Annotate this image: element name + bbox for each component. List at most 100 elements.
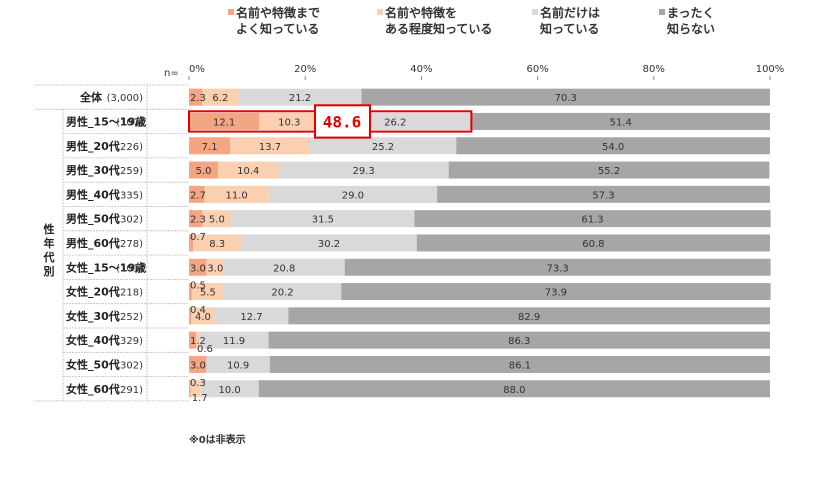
bar-segment (204, 185, 269, 203)
bar-segment (191, 283, 224, 301)
bar-segment (278, 161, 449, 179)
value-label: 26.2 (384, 117, 406, 128)
legend-label: 知らない (666, 21, 715, 36)
bar-segment (268, 185, 438, 203)
value-label: 1.2 (190, 336, 206, 347)
value-label: 51.4 (610, 117, 632, 128)
row-n: (291) (116, 385, 143, 396)
bar-segment (361, 88, 770, 106)
value-label: 3.0 (190, 360, 206, 371)
legend-swatch (377, 9, 383, 15)
bar-segment (448, 161, 770, 179)
value-label: 57.3 (592, 190, 614, 201)
bar-segment (456, 137, 770, 155)
row-label: 女性_30代 (66, 309, 120, 323)
bar-segment (189, 137, 231, 155)
row-label: 男性_50代 (66, 212, 120, 226)
value-label: 29.3 (352, 166, 374, 177)
bar-segment (416, 234, 770, 252)
bar-segment (341, 283, 771, 301)
bar-segment (258, 380, 770, 398)
bar-segment (214, 307, 289, 325)
group-label-char: 別 (43, 264, 55, 278)
value-label: 82.9 (518, 312, 540, 323)
value-label: 73.3 (547, 263, 569, 274)
x-tick-label: 40% (410, 64, 432, 75)
value-label: 29.0 (342, 190, 364, 201)
legend-label: まったく (667, 6, 715, 20)
row-n: (3,000) (107, 93, 144, 104)
row-n: (329) (116, 336, 143, 347)
legend-label: ある程度知っている (385, 21, 492, 36)
bar-segment (268, 331, 770, 349)
bar-segment (191, 307, 215, 325)
value-label: 2.7 (190, 190, 206, 201)
legend-swatch (532, 9, 538, 15)
value-label: 10.9 (227, 360, 249, 371)
bar-segment (238, 88, 362, 106)
n-header: n= (164, 68, 179, 79)
value-label: 10.4 (237, 166, 259, 177)
value-label: 20.8 (273, 263, 295, 274)
highlight-value: 48.6 (323, 112, 362, 131)
bar-segment (230, 137, 310, 155)
row-label: 女性_15～19歳 (66, 260, 146, 274)
row-label: 男性_30代 (66, 163, 120, 177)
value-label: 4.0 (195, 312, 211, 323)
bar-segment (189, 283, 192, 301)
value-label: 25.2 (372, 142, 394, 153)
value-label: 88.0 (503, 385, 525, 396)
value-label: 7.1 (202, 142, 218, 153)
row-label: 女性_60代 (66, 382, 120, 396)
bar-segment (189, 234, 194, 252)
table-grid (35, 84, 189, 402)
value-label: 8.3 (209, 239, 225, 250)
value-label: 55.2 (598, 166, 620, 177)
value-label: 1.7 (192, 393, 208, 404)
x-tick-label: 20% (294, 64, 316, 75)
value-label: 60.8 (582, 239, 604, 250)
bar-segment (414, 210, 771, 228)
group-label-char: 代 (43, 250, 55, 264)
x-axis: n= 0% 20% 40% 60% 80% 100% (164, 64, 784, 80)
bar-segment (202, 88, 239, 106)
bar-segment (202, 210, 232, 228)
legend-swatch (659, 9, 665, 15)
bar-segment (206, 258, 224, 276)
row-label: 男性_40代 (66, 187, 120, 201)
bar-segment (206, 355, 270, 373)
value-label: 86.1 (509, 360, 531, 371)
row-label: 女性_20代 (66, 285, 120, 299)
bar-segment (288, 307, 770, 325)
value-label: 3.0 (207, 263, 223, 274)
bar-segment (189, 210, 203, 228)
bar-segment (195, 331, 200, 349)
value-label: 0.4 (190, 305, 206, 316)
value-label: 10.3 (278, 117, 300, 128)
row-label: 男性_15～19歳 (66, 114, 146, 128)
bar-segment (269, 355, 770, 373)
value-label: 5.5 (200, 288, 216, 299)
x-tick-label: 80% (643, 64, 665, 75)
legend-label: 知っている (539, 21, 599, 36)
value-label: 0.7 (190, 232, 206, 243)
row-n: (101) (116, 263, 143, 274)
bar-segment (241, 234, 417, 252)
row-label: 女性_50代 (66, 357, 120, 371)
legend-swatch (228, 9, 234, 15)
row-n: (302) (116, 360, 143, 371)
bar-segment (218, 161, 279, 179)
value-label: 5.0 (196, 166, 212, 177)
value-label: 86.3 (508, 336, 530, 347)
bar-segment (193, 234, 242, 252)
value-label: 12.1 (213, 117, 235, 128)
group-label-char: 年 (44, 236, 55, 250)
bar-segment (189, 258, 207, 276)
value-label: 2.3 (190, 93, 206, 104)
value-label: 12.7 (240, 312, 262, 323)
value-label: 0.5 (190, 281, 206, 292)
x-tick-label: 0% (189, 64, 205, 75)
